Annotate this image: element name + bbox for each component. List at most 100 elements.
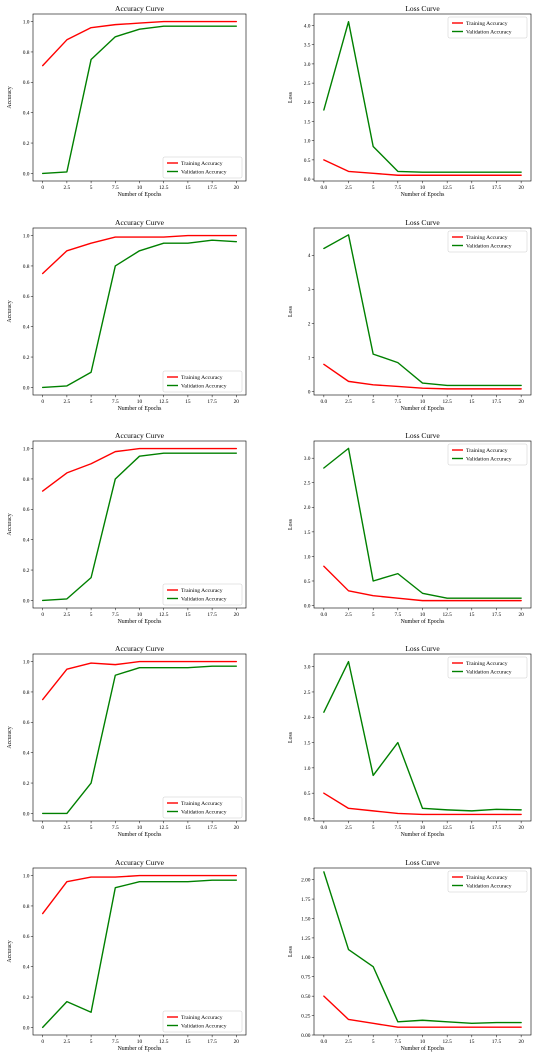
x-tick-label: 7.5 xyxy=(394,185,401,191)
validation-series-line xyxy=(41,25,238,175)
legend-box xyxy=(447,443,528,466)
plot-frame xyxy=(313,653,532,822)
y-tick-label: 0.6 xyxy=(23,80,30,86)
x-tick-label: 2.5 xyxy=(64,185,71,191)
y-tick-label: 2.0 xyxy=(304,100,311,106)
x-tick-label: 12.5 xyxy=(159,1039,169,1045)
x-tick-label: 10 xyxy=(137,185,143,191)
x-tick-label: 10 xyxy=(420,185,426,191)
plot-frame xyxy=(313,227,532,396)
legend-box xyxy=(162,370,243,393)
y-axis-label: Loss xyxy=(288,945,294,957)
y-tick-label: 1.00 xyxy=(301,955,311,961)
x-tick-label: 7.5 xyxy=(112,825,119,831)
y-tick-label: 0.6 xyxy=(23,934,30,940)
chart-panel: Loss Curve 0.0 2.5 5 7.5 10 12.5 15 17.5 20 0.0 0.5… xyxy=(288,431,532,625)
x-tick-label: 15 xyxy=(469,399,475,405)
validation-series-line xyxy=(41,879,238,1029)
x-axis-label: Number of Epochs xyxy=(401,1045,446,1052)
legend: Training Accuracy Validation Accuracy xyxy=(447,443,528,466)
x-tick-label: 2.5 xyxy=(345,1039,352,1045)
legend-label: Validation Accuracy xyxy=(466,883,512,889)
x-tick-label: 10 xyxy=(137,1039,143,1045)
y-tick-label: 0.8 xyxy=(23,50,30,56)
training-series-line xyxy=(323,995,522,1028)
x-tick-label: 15 xyxy=(469,612,475,618)
y-tick-label: 0.0 xyxy=(23,171,30,177)
x-tick-label: 0.0 xyxy=(320,185,327,191)
x-tick-label: 10 xyxy=(420,399,426,405)
x-tick-label: 5 xyxy=(372,185,375,191)
x-tick-label: 5 xyxy=(90,825,93,831)
y-tick-label: 0 xyxy=(308,389,311,395)
y-tick-label: 1.0 xyxy=(304,554,311,560)
y-tick-label: 0.0 xyxy=(23,385,30,391)
y-tick-label: 2 xyxy=(308,321,311,327)
legend-label: Training Accuracy xyxy=(466,21,508,27)
x-axis-label: Number of Epochs xyxy=(118,618,163,625)
chart-panel: Accuracy Curve 0 2.5 5 7.5 10 12.5 15 17.5 20 0.0 0… xyxy=(7,4,247,198)
chart-panel: Loss Curve 0.0 2.5 5 7.5 10 12.5 15 17.5 20 0 1 2 3 4 N… xyxy=(288,218,532,412)
chart-title: Loss Curve xyxy=(405,218,440,227)
validation-series-line xyxy=(41,665,238,815)
legend-label: Training Accuracy xyxy=(181,1015,223,1021)
y-tick-label: 0.2 xyxy=(23,141,30,147)
x-tick-label: 5 xyxy=(90,185,93,191)
y-tick-label: 0.4 xyxy=(23,965,30,971)
legend-label: Validation Accuracy xyxy=(466,669,512,675)
legend-label: Training Accuracy xyxy=(466,875,508,881)
x-tick-label: 0 xyxy=(41,825,44,831)
y-axis-label: Loss xyxy=(288,91,294,103)
x-tick-label: 2.5 xyxy=(64,399,71,405)
legend-label: Training Accuracy xyxy=(181,801,223,807)
x-tick-label: 15 xyxy=(469,1039,475,1045)
chart-panel: Loss Curve 0.0 2.5 5 7.5 10 12.5 15 17.5 20 0.0 0.5… xyxy=(288,644,532,838)
y-tick-label: 0.0 xyxy=(304,816,311,822)
y-tick-label: 1.25 xyxy=(301,936,311,942)
x-tick-label: 15 xyxy=(185,185,191,191)
x-tick-label: 20 xyxy=(234,612,240,618)
y-tick-label: 0.0 xyxy=(23,598,30,604)
x-tick-label: 7.5 xyxy=(394,399,401,405)
x-tick-label: 7.5 xyxy=(112,399,119,405)
x-tick-label: 0 xyxy=(41,185,44,191)
y-tick-label: 0.50 xyxy=(301,994,311,1000)
legend-box xyxy=(447,230,528,253)
x-tick-label: 12.5 xyxy=(442,825,452,831)
x-tick-label: 10 xyxy=(420,1039,426,1045)
y-tick-label: 0.6 xyxy=(23,507,30,513)
x-tick-label: 5 xyxy=(90,399,93,405)
x-tick-label: 12.5 xyxy=(442,399,452,405)
y-tick-label: 0.5 xyxy=(304,791,311,797)
legend-box xyxy=(162,583,243,606)
validation-series-line xyxy=(41,452,238,602)
y-tick-label: 0.8 xyxy=(23,904,30,910)
validation-series-line xyxy=(323,20,522,173)
plot-frame xyxy=(313,13,532,182)
training-series-line xyxy=(41,234,238,275)
x-tick-label: 17.5 xyxy=(207,612,217,618)
x-tick-label: 17.5 xyxy=(492,825,502,831)
x-axis-label: Number of Epochs xyxy=(118,1045,163,1052)
x-tick-label: 20 xyxy=(518,399,524,405)
y-tick-label: 4 xyxy=(308,253,311,259)
y-tick-label: 2.0 xyxy=(304,715,311,721)
y-tick-label: 0.4 xyxy=(23,325,30,331)
y-tick-label: 0.4 xyxy=(23,538,30,544)
x-tick-label: 0 xyxy=(41,612,44,618)
x-tick-label: 15 xyxy=(185,825,191,831)
x-tick-label: 0 xyxy=(41,1039,44,1045)
validation-series-line xyxy=(323,660,522,812)
x-tick-label: 15 xyxy=(185,612,191,618)
x-tick-label: 2.5 xyxy=(64,1039,71,1045)
y-axis-label: Accuracy xyxy=(7,513,13,535)
y-tick-label: 0.0 xyxy=(23,811,30,817)
x-axis-label: Number of Epochs xyxy=(401,618,446,625)
y-tick-label: 1.50 xyxy=(301,916,311,922)
y-tick-label: 0.4 xyxy=(23,751,30,757)
x-tick-label: 7.5 xyxy=(394,825,401,831)
y-tick-label: 0.00 xyxy=(301,1033,311,1039)
y-tick-label: 0.2 xyxy=(23,781,30,787)
y-tick-label: 3.0 xyxy=(304,665,311,671)
chart-title: Accuracy Curve xyxy=(115,4,165,13)
